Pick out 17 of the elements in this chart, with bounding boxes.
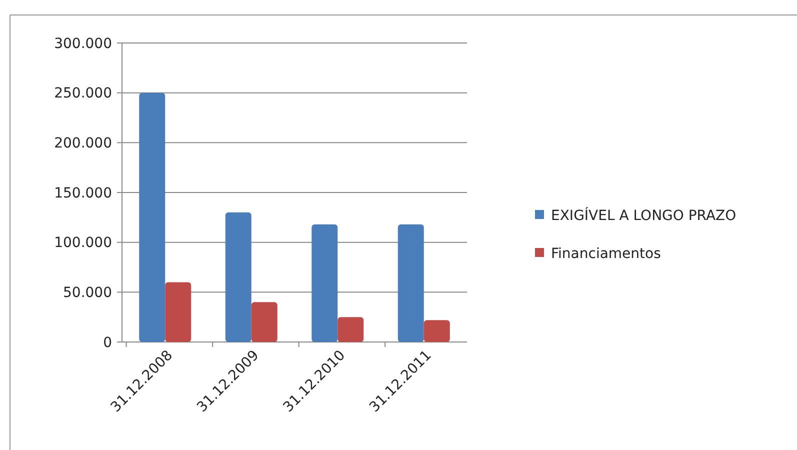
y-tick-label: 100.000 (54, 235, 112, 252)
y-tick-label: 200.000 (54, 136, 112, 152)
legend-label: EXIGÍVEL A LONGO PRAZO (551, 206, 736, 224)
y-tick-label: 300.000 (54, 36, 112, 52)
bar (338, 317, 364, 342)
y-tick-label: 150.000 (54, 185, 112, 202)
bar (424, 320, 450, 342)
bar (225, 212, 252, 342)
bar (251, 302, 278, 342)
bar (312, 224, 338, 342)
bar (139, 92, 166, 342)
y-tick-label: 50.000 (63, 285, 112, 302)
legend-label: Financiamentos (551, 246, 661, 262)
bar (398, 224, 424, 342)
y-tick-label: 250.000 (54, 86, 112, 102)
bar (165, 282, 192, 342)
y-tick-label: 0 (103, 334, 112, 351)
